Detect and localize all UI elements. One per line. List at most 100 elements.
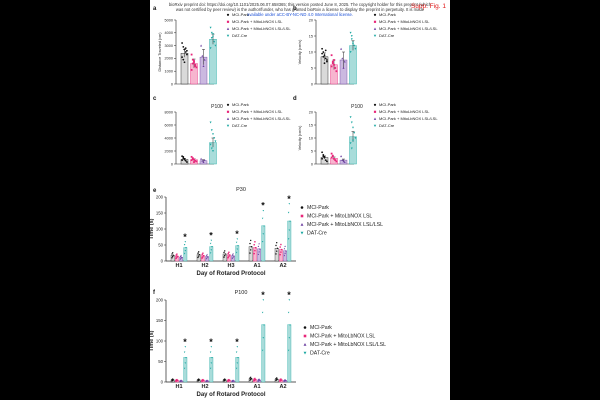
pe-ytick-label: 200: [156, 195, 164, 200]
pe-data-point: [223, 251, 225, 254]
pe-data-point: [235, 251, 238, 254]
pb-legend-marker: [373, 20, 377, 23]
pb-data-point: [330, 54, 333, 57]
pd-data-point: [350, 147, 353, 150]
pf-data-point: [250, 378, 253, 380]
pf-xtick-label: A2: [279, 384, 286, 390]
pb-data-point: [324, 49, 327, 52]
pd-ytick-label: 10: [309, 136, 313, 140]
pe-data-point: [280, 251, 282, 253]
pe-legend-label: MCI-Park: [307, 205, 329, 211]
pf-data-point: [233, 379, 235, 382]
pa-legend-marker: [226, 20, 230, 23]
pa-data-point: [184, 51, 187, 53]
pe-data-point: [227, 256, 229, 259]
pf-data-point: [258, 378, 260, 380]
pd-data-point: [334, 159, 337, 161]
pa-data-point: [195, 66, 198, 69]
pe-data-point: [280, 248, 283, 251]
pc-ytick-label: 4000: [165, 136, 173, 140]
pe-legend-marker: [300, 231, 304, 235]
pe-bar: [283, 250, 287, 262]
pf-legend-marker: [303, 334, 307, 338]
pb-data-point: [324, 57, 327, 60]
pd-data-point: [341, 159, 344, 161]
pf-data-point: [201, 380, 203, 382]
pa-ylabel: Distance Traveled (cm): [158, 32, 162, 72]
pf-data-point: [228, 380, 230, 382]
pe-ylabel: Time (s): [150, 218, 155, 239]
pf-ytick-label: 150: [156, 318, 164, 323]
pe-data-point: [171, 257, 173, 259]
pe-data-point: [276, 247, 279, 250]
pe-data-point: [184, 241, 187, 243]
pe-legend-marker: [300, 214, 304, 218]
pb-data-point: [352, 43, 354, 46]
pf-ytick-label: 50: [158, 359, 163, 364]
panel-d-label: d: [293, 96, 297, 102]
pe-data-point: [202, 254, 205, 257]
pd-data-point: [354, 137, 357, 140]
pf-legend-label: MCI-Park + MitoLbNOX LSL/LSL: [310, 342, 386, 348]
pb-data-point: [331, 62, 334, 65]
pe-ytick-label: 0: [161, 259, 164, 264]
pe-xtick-label: H2: [201, 263, 208, 269]
pf-data-point: [276, 377, 278, 379]
pf-data-point: [198, 378, 200, 380]
pe-data-point: [210, 239, 213, 242]
pe-bar: [170, 255, 175, 262]
pe-data-point: [201, 253, 203, 256]
pa-data-point: [193, 61, 195, 64]
pd-ytick-label: 20: [309, 110, 313, 114]
pf-bar: [209, 357, 214, 383]
pc-data-point: [183, 157, 186, 160]
pf-data-point: [235, 351, 238, 354]
pf-ylabel: Time (s): [150, 330, 155, 351]
pc-data-point: [195, 160, 198, 163]
pf-data-point: [209, 351, 212, 354]
pe-data-point: [250, 246, 253, 248]
pb-data-point: [340, 47, 343, 50]
pf-data-point: [176, 378, 178, 381]
pe-ytick-label: 100: [156, 227, 164, 232]
pc-ytick-label: 8000: [165, 110, 173, 114]
pf-data-point: [184, 346, 187, 348]
pd-data-point: [335, 160, 338, 163]
pf-data-point: [276, 378, 279, 380]
pb-legend-label: DAT-Cre: [379, 33, 395, 38]
pb-data-point: [341, 57, 344, 60]
pe-data-point: [285, 250, 287, 252]
pa-data-point: [212, 33, 214, 36]
pc-data-point: [212, 150, 214, 153]
pd-data-point: [331, 154, 334, 157]
pc-data-point: [190, 155, 193, 158]
pd-legend-label: DAT-Cre: [379, 123, 395, 128]
pe-bar: [231, 255, 235, 262]
pc-data-point: [193, 158, 195, 161]
pf-data-point: [258, 379, 260, 382]
pe-data-point: [275, 253, 277, 255]
pf-xtick-label: H1: [175, 384, 182, 390]
pd-data-point: [326, 160, 328, 163]
pf-data-point: [280, 378, 282, 380]
pe-bar: [235, 245, 240, 262]
pf-data-point: [228, 379, 231, 382]
pd-data-point: [352, 126, 354, 129]
pc-ytick-label: 6000: [165, 123, 173, 127]
pe-data-point: [179, 258, 182, 260]
pf-data-point: [232, 379, 234, 381]
pe-data-point: [198, 251, 200, 253]
pf-data-point: [288, 337, 291, 339]
pc-legend-marker: [226, 117, 230, 120]
pe-legend-label: MCI-Park + MitoLbNOX LSL: [307, 214, 372, 220]
pf-data-point: [184, 362, 187, 364]
pd-data-point: [330, 152, 333, 155]
license-link[interactable]: available under aCC-BY-NC-ND 4.0 Interna…: [247, 12, 353, 17]
pf-data-point: [257, 380, 260, 382]
pc-data-point: [201, 159, 204, 162]
pb-legend-label: MCI-Park: [379, 12, 396, 17]
pe-significance-star: *: [287, 194, 291, 204]
pf-data-point: [235, 367, 238, 370]
pf-data-point: [180, 379, 182, 381]
pe-significance-star: *: [183, 232, 187, 242]
